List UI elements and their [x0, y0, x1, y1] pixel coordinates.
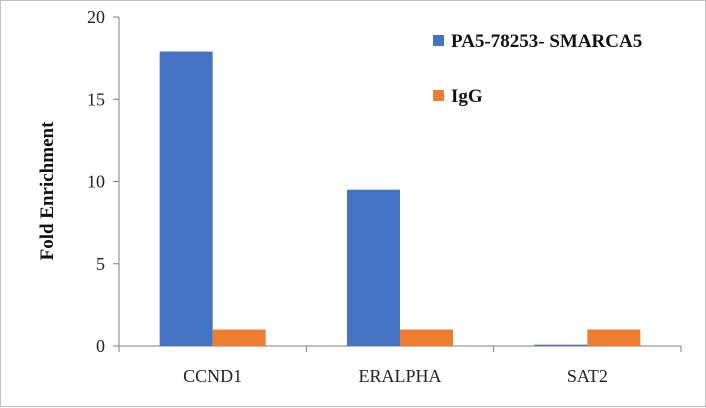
bars: [159, 51, 641, 347]
y-tick-label: 10: [87, 172, 105, 192]
y-axis-title: Fold Enrichment: [37, 121, 58, 260]
y-axis: 0 5 10 15 20: [87, 7, 120, 356]
y-tick-label: 5: [96, 254, 105, 274]
x-axis: CCND1 ERALPHA SAT2: [118, 345, 682, 386]
bar-pa5-78253-smarca5-eralpha: [347, 189, 400, 346]
legend-label: IgG: [451, 86, 483, 107]
x-tick-label: SAT2: [567, 366, 608, 386]
legend-swatch: [433, 90, 444, 101]
x-tick-label: CCND1: [183, 366, 242, 386]
bar-pa5-78253-smarca5-ccnd1: [159, 51, 213, 347]
bar-pa5-78253-smarca5-sat2: [534, 344, 588, 346]
bar-igg-sat2: [587, 329, 641, 346]
y-tick-label: 15: [87, 89, 105, 109]
legend: PA5-78253- SMARCA5 IgG: [433, 31, 642, 107]
y-tick-label: 0: [96, 336, 105, 356]
bar-igg-ccnd1: [212, 329, 266, 346]
bar-igg-eralpha: [400, 329, 453, 346]
legend-swatch: [433, 35, 444, 46]
x-tick-label: ERALPHA: [358, 366, 441, 386]
y-tick-label: 20: [87, 7, 105, 27]
legend-label: PA5-78253- SMARCA5: [451, 31, 642, 52]
